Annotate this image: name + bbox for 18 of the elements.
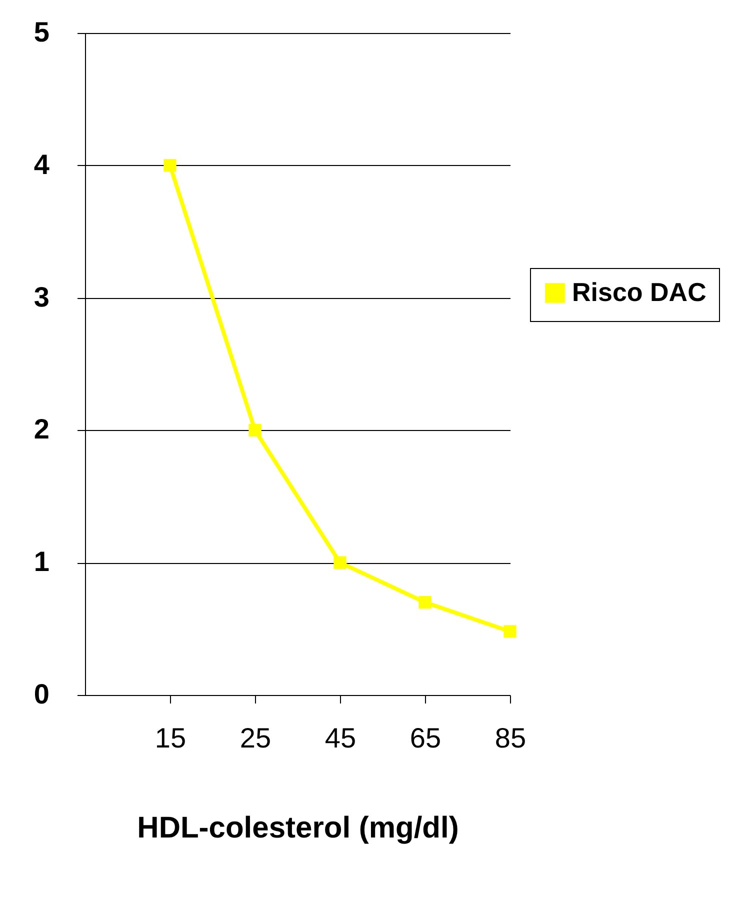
x-tick-label: 15 xyxy=(154,722,186,754)
x-tick-label: 25 xyxy=(240,722,272,754)
point xyxy=(418,596,432,609)
y-tick-label: 5 xyxy=(34,16,50,48)
x-tick-label: 45 xyxy=(324,722,356,754)
x-axis-title: HDL-colesterol (mg/dl) xyxy=(137,812,459,844)
point xyxy=(248,424,262,437)
y-tick-label: 3 xyxy=(34,281,50,312)
x-tick-label: 85 xyxy=(494,722,526,754)
y-tick-label: 2 xyxy=(34,414,50,445)
y-tick-label: 0 xyxy=(34,678,50,710)
point xyxy=(164,159,176,172)
y-tick-label: 4 xyxy=(34,148,50,180)
point xyxy=(334,556,346,569)
legend-label: Risco DAC xyxy=(572,277,707,307)
point xyxy=(504,625,516,638)
x-tick-label: 65 xyxy=(410,722,442,754)
y-tick-label: 1 xyxy=(34,546,50,578)
